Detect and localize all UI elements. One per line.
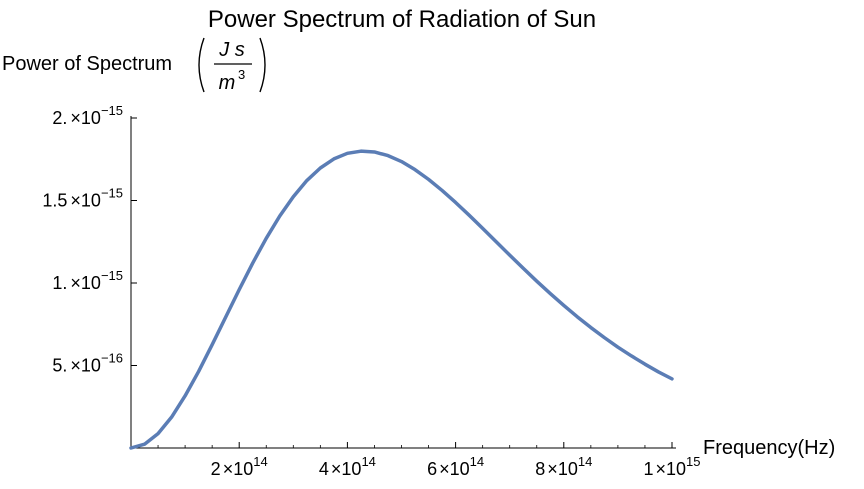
- x-tick-label: 1 ×1015: [643, 454, 700, 479]
- y-tick-label: 1. ×10−15: [52, 268, 123, 293]
- x-tick-label: 2 ×1014: [211, 454, 268, 479]
- y-tick-label: 2. ×10−15: [52, 103, 123, 128]
- x-tick-label: 8 ×1014: [535, 454, 592, 479]
- svg-text:J s: J s: [218, 39, 245, 61]
- chart-title: Power Spectrum of Radiation of Sun: [208, 6, 596, 33]
- series-line: [129, 149, 674, 450]
- y-axis-label: Power of Spectrum J s m 3: [2, 37, 266, 94]
- x-ticks: 2 ×1014 4 ×1014 6 ×1014 8 ×1014 1 ×1015: [157, 442, 701, 479]
- y-tick-label: 5. ×10−16: [52, 351, 123, 376]
- y-tick-label: 1.5 ×10−15: [42, 186, 123, 211]
- x-axis-label: Frequency(Hz): [703, 437, 835, 459]
- svg-text:Power of Spectrum: Power of Spectrum: [2, 53, 172, 75]
- svg-text:m: m: [219, 72, 236, 94]
- svg-text:3: 3: [238, 67, 245, 82]
- y-ticks: 5. ×10−16 1. ×10−15 1.5 ×10−15 2. ×10−15: [42, 103, 137, 376]
- x-tick-label: 6 ×1014: [427, 454, 484, 479]
- x-tick-label: 4 ×1014: [319, 454, 376, 479]
